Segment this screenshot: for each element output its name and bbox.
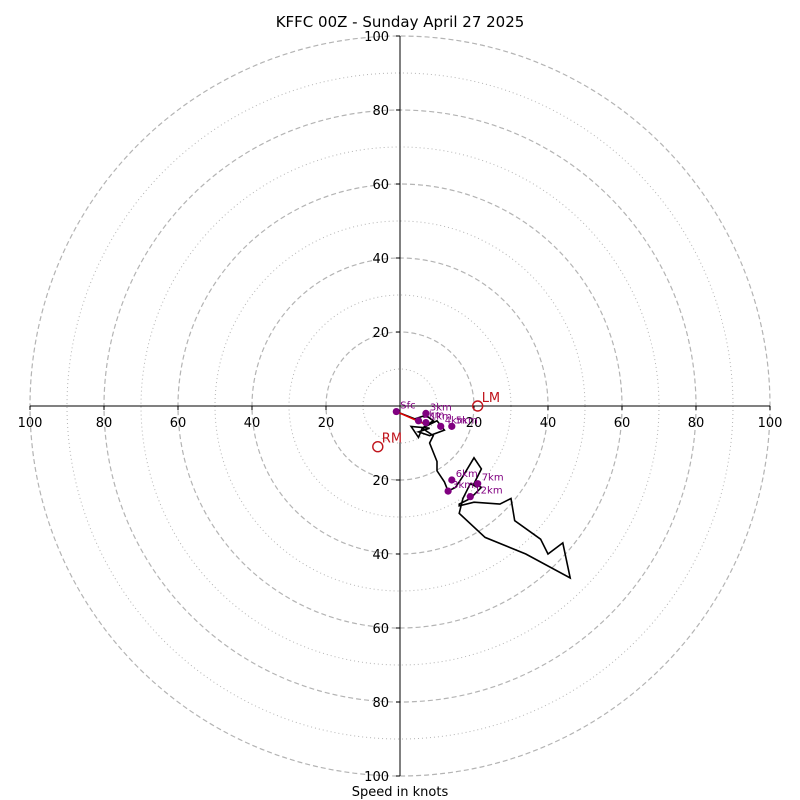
height-point — [422, 419, 430, 427]
height-label: 1km — [430, 412, 452, 423]
storm-motion-label: RM — [382, 432, 402, 447]
x-tick-label: 40 — [244, 416, 261, 431]
height-label: 3km — [452, 480, 474, 491]
height-point — [437, 422, 445, 430]
y-tick-label: 100 — [364, 30, 389, 45]
x-tick-label: 80 — [688, 416, 705, 431]
y-tick-label: 60 — [372, 622, 389, 637]
height-point — [448, 476, 456, 484]
storm-motion-markers: LM RM — [372, 391, 500, 453]
storm-motion-marker — [472, 400, 484, 412]
x-tick-label: 60 — [614, 416, 631, 431]
x-tick-label: 20 — [466, 416, 483, 431]
height-point — [392, 407, 400, 416]
x-tick-label: 80 — [96, 416, 113, 431]
y-tick-label: 100 — [364, 770, 389, 785]
height-label: 3km — [430, 402, 452, 413]
x-axis-label: Speed in knots — [352, 785, 449, 800]
hodograph-line — [396, 410, 572, 580]
y-tick-label: 80 — [372, 696, 389, 711]
height-point — [422, 409, 430, 417]
height-point — [444, 487, 452, 495]
axes — [30, 36, 770, 776]
x-tick-label: 20 — [318, 416, 335, 431]
tick-labels: 20 20 20 20 40 40 40 40 60 60 60 60 80 80 80 80 100 100 10… — [18, 30, 783, 785]
y-tick-label: 40 — [372, 252, 389, 267]
x-tick-label: 40 — [540, 416, 557, 431]
height-point — [474, 480, 482, 488]
height-point — [466, 493, 474, 501]
height-point — [414, 417, 423, 425]
chart-title: KFFC 00Z - Sunday April 27 2025 — [276, 13, 525, 31]
height-label: 6km — [456, 469, 478, 480]
height-label: 2km — [423, 410, 445, 421]
height-point — [448, 422, 456, 430]
y-tick-label: 20 — [372, 326, 389, 341]
height-label: 4km — [445, 415, 467, 426]
y-tick-label: 60 — [372, 178, 389, 193]
x-tick-label: 100 — [18, 416, 43, 431]
x-tick-label: 60 — [170, 416, 187, 431]
y-tick-label: 20 — [372, 474, 389, 489]
height-label: Sfc — [400, 401, 415, 412]
height-label: 5km — [456, 415, 478, 426]
height-label: 12km — [474, 486, 502, 497]
height-label: 7km — [482, 473, 504, 484]
storm-motion-marker — [372, 441, 384, 453]
y-tick-label: 40 — [372, 548, 389, 563]
storm-motion-label: LM — [482, 391, 500, 406]
y-tick-label: 80 — [372, 104, 389, 119]
x-tick-label: 100 — [758, 416, 783, 431]
